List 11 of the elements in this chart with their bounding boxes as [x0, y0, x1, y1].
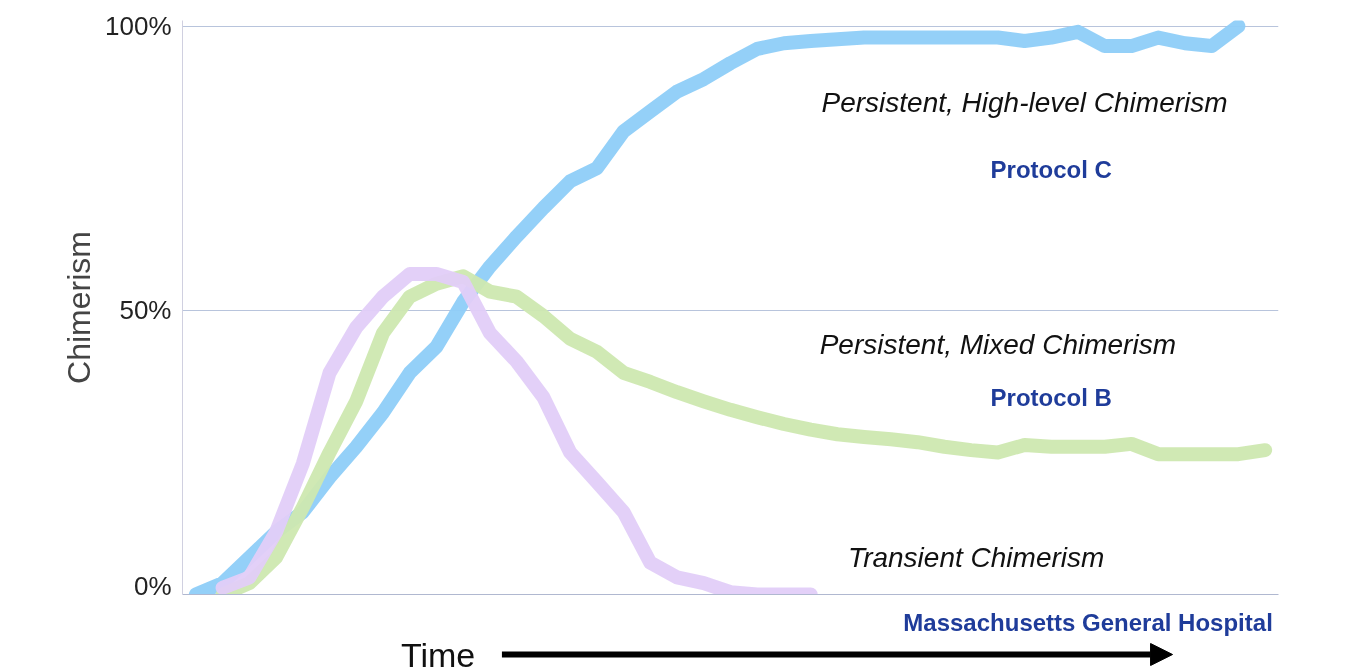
y-axis-title: Chimerism: [61, 231, 97, 384]
series-label: Persistent, High-level Chimerism: [821, 87, 1228, 119]
series-label: Transient Chimerism: [848, 542, 1105, 574]
y-tick-label: 50%: [119, 295, 172, 326]
y-tick-label: 0%: [133, 570, 172, 601]
text: Massachusetts General Hospital: [903, 609, 1273, 636]
annotation: Protocol B: [990, 383, 1112, 411]
annotation: Protocol C: [990, 155, 1112, 183]
text: Persistent, Mixed Chimerism: [819, 328, 1176, 360]
x-axis-title: Time: [400, 635, 476, 672]
y-tick-label: 100%: [105, 11, 172, 42]
